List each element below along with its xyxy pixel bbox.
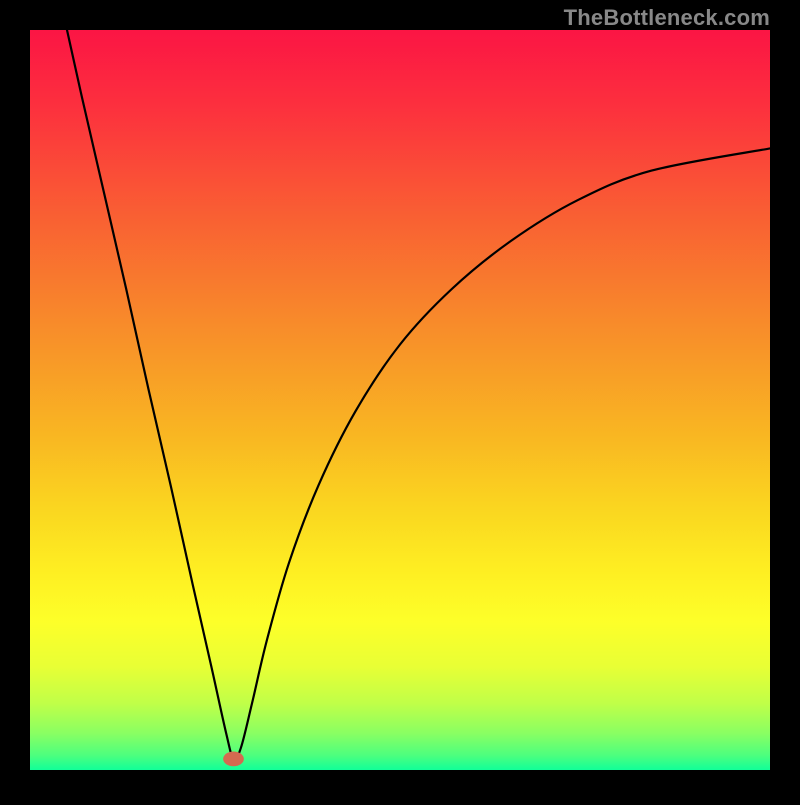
minimum-marker <box>223 752 244 767</box>
bottleneck-chart <box>0 0 800 805</box>
plot-background <box>30 30 770 770</box>
chart-svg <box>0 0 800 800</box>
